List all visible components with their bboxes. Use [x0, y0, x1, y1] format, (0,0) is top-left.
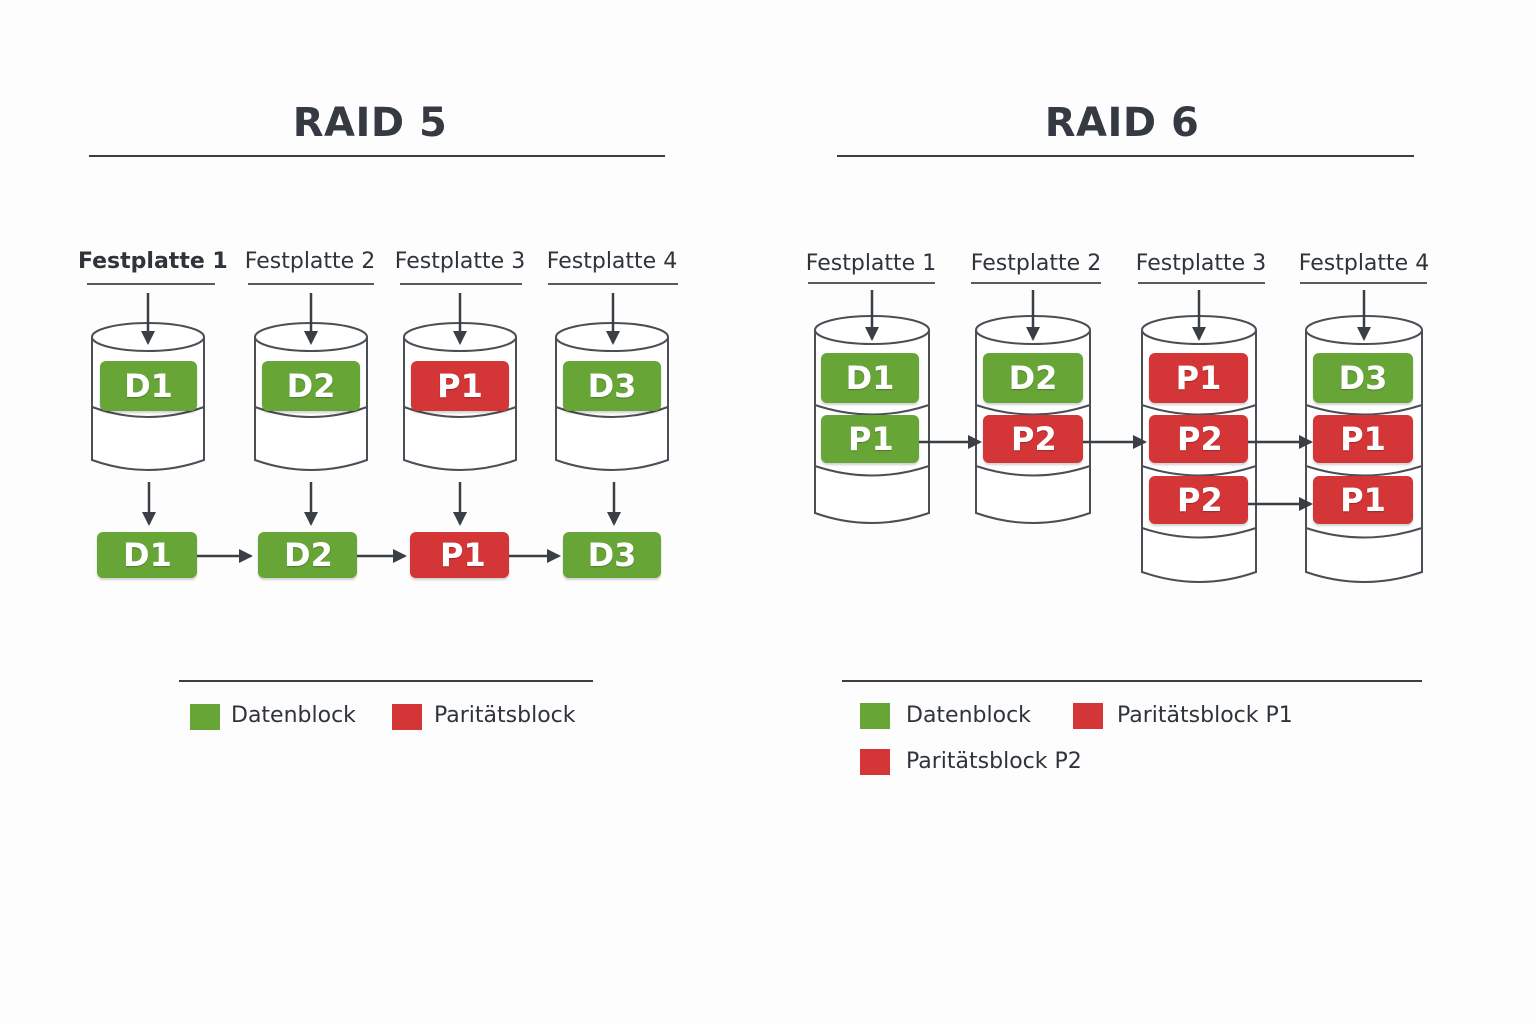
raid6-disk-4-block-3: P1	[1313, 476, 1413, 524]
raid6-disk-label-1: Festplatte 1	[805, 251, 937, 276]
raid5-disk-1-block: D1	[100, 361, 197, 411]
raid6-disk-4-block-1: D3	[1313, 353, 1413, 403]
raid5-legend-rule	[179, 680, 593, 682]
raid5-disk-label-rule	[400, 283, 522, 285]
raid5-legend-swatch-data	[190, 704, 220, 730]
raid6-disk-label-3: Festplatte 3	[1135, 251, 1267, 276]
raid6-disk-label-rule	[971, 282, 1101, 284]
raid6-disk-2-block-2: P2	[983, 415, 1083, 463]
raid5-title: RAID 5	[292, 100, 448, 146]
raid5-legend-label-parity: Paritätsblock	[434, 703, 576, 728]
raid5-legend-label-data: Datenblock	[231, 703, 356, 728]
raid6-disk-4-block-2: P1	[1313, 415, 1413, 463]
raid6-legend-swatch-parity-p2	[860, 749, 890, 775]
raid5-stripe-block-4: D3	[563, 532, 661, 578]
raid6-disk-3-block-1: P1	[1149, 353, 1248, 403]
raid5-title-rule	[89, 155, 665, 157]
raid5-stripe-block-1: D1	[97, 532, 197, 578]
raid6-disk-1-block-1: D1	[821, 353, 919, 403]
raid6-disk-1-block-2: P1	[821, 415, 919, 463]
raid6-legend-label-data: Datenblock	[906, 703, 1031, 728]
raid6-disk-label-4: Festplatte 4	[1298, 251, 1430, 276]
raid5-disk-2-block: D2	[262, 361, 360, 411]
raid6-legend-label-parity-p1: Paritätsblock P1	[1117, 703, 1293, 728]
raid5-disk-label-4: Festplatte 4	[546, 249, 678, 274]
raid5-disk-label-rule	[248, 283, 374, 285]
raid6-legend-swatch-data	[860, 703, 890, 729]
raid6-legend-rule	[842, 680, 1422, 682]
raid6-disk-label-rule	[1138, 282, 1265, 284]
raid6-title: RAID 6	[1044, 100, 1200, 146]
raid5-stripe-block-3: P1	[410, 532, 509, 578]
raid5-disk-label-1: Festplatte 1	[78, 249, 228, 274]
raid6-title-rule	[837, 155, 1414, 157]
raid5-disk-label-rule	[548, 283, 678, 285]
raid5-disk-label-2: Festplatte 2	[244, 249, 376, 274]
raid6-disk-3-block-3: P2	[1149, 476, 1248, 524]
raid6-disk-label-rule	[1300, 282, 1427, 284]
raid6-disk-3-block-2: P2	[1149, 415, 1248, 463]
raid5-disk-label-rule	[87, 283, 215, 285]
raid6-disk-2-block-1: D2	[983, 353, 1083, 403]
raid6-disk-label-2: Festplatte 2	[970, 251, 1102, 276]
raid5-disk-label-3: Festplatte 3	[394, 249, 526, 274]
raid5-legend-swatch-parity	[392, 704, 422, 730]
raid5-disk-4-block: D3	[563, 361, 661, 411]
raid5-stripe-block-2: D2	[258, 532, 357, 578]
raid5-disk-3-block: P1	[411, 361, 509, 411]
raid6-disk-label-rule	[808, 282, 935, 284]
raid6-legend-swatch-parity-p1	[1073, 703, 1103, 729]
raid6-legend-label-parity-p2: Paritätsblock P2	[906, 749, 1082, 774]
